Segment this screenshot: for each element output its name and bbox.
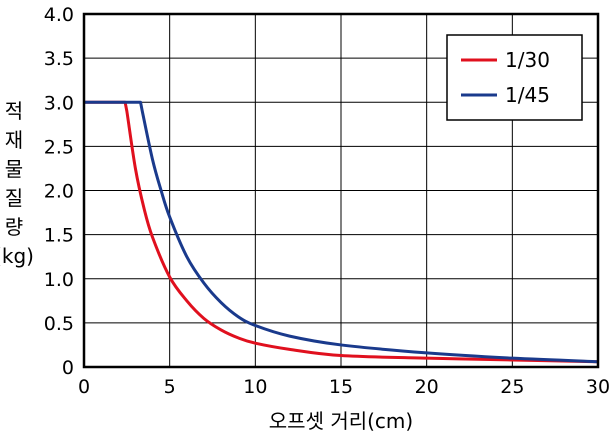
x-tick-label: 30 xyxy=(586,376,610,398)
legend-box xyxy=(446,34,583,121)
plot-frame xyxy=(82,12,600,369)
x-tick-labels: 0 5 10 15 20 25 30 xyxy=(78,376,610,398)
legend-label: 1/45 xyxy=(505,83,550,107)
y-tick-label: 0 xyxy=(62,357,74,379)
x-tick-label: 15 xyxy=(329,376,353,398)
y-tick-label: 2.5 xyxy=(44,136,74,158)
x-tick-label: 10 xyxy=(243,376,267,398)
series-line-1-45 xyxy=(84,100,599,364)
y-tick-labels: 0 0.5 1.0 1.5 2.0 2.5 3.0 3.5 4.0 xyxy=(44,4,74,379)
x-tick-label: 5 xyxy=(164,376,176,398)
y-tick-label: 0.5 xyxy=(44,313,74,335)
x-tick-label: 20 xyxy=(415,376,439,398)
y-axis-title-char: 량 xyxy=(5,215,23,239)
y-tick-label: 2.0 xyxy=(44,181,74,203)
y-tick-label: 3.0 xyxy=(44,92,74,114)
y-tick-label: 3.5 xyxy=(44,48,74,70)
y-axis-title-char: (kg) xyxy=(0,244,34,268)
legend: 1/30 1/45 xyxy=(446,34,583,121)
y-axis-title-char: 물 xyxy=(5,157,23,181)
y-axis-title-char: 질 xyxy=(5,186,23,210)
y-axis-title-char: 적 xyxy=(5,99,23,123)
x-tick-label: 0 xyxy=(78,376,90,398)
series-lines xyxy=(84,100,599,364)
y-tick-label: 4.0 xyxy=(44,4,74,26)
legend-label: 1/30 xyxy=(505,48,550,72)
y-axis-title-char: 재 xyxy=(5,128,23,152)
series-line-1-30 xyxy=(84,100,599,364)
y-tick-label: 1.5 xyxy=(44,225,74,247)
y-tick-label: 1.0 xyxy=(44,269,74,291)
x-axis-title: 오프셋 거리(cm) xyxy=(269,409,413,433)
x-tick-label: 25 xyxy=(500,376,524,398)
